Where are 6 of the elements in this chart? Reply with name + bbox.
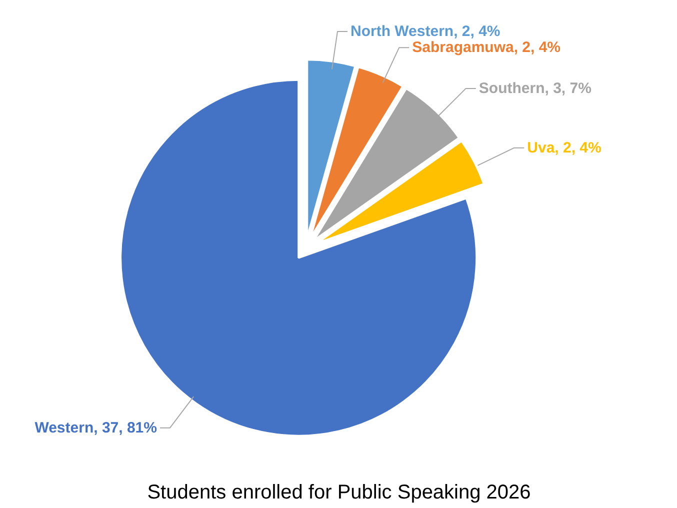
text: Students enrolled for Public Speaking 2026 xyxy=(147,482,531,504)
slice-label: North Western, 2, 4% xyxy=(350,22,500,40)
slice-label: Sabragamuwa, 2, 4% xyxy=(412,39,561,56)
slice-label: Western, 37, 81% xyxy=(34,419,157,436)
slice-label: Southern, 3, 7% xyxy=(478,80,592,97)
slice-label: Uva, 2, 4% xyxy=(527,139,602,156)
